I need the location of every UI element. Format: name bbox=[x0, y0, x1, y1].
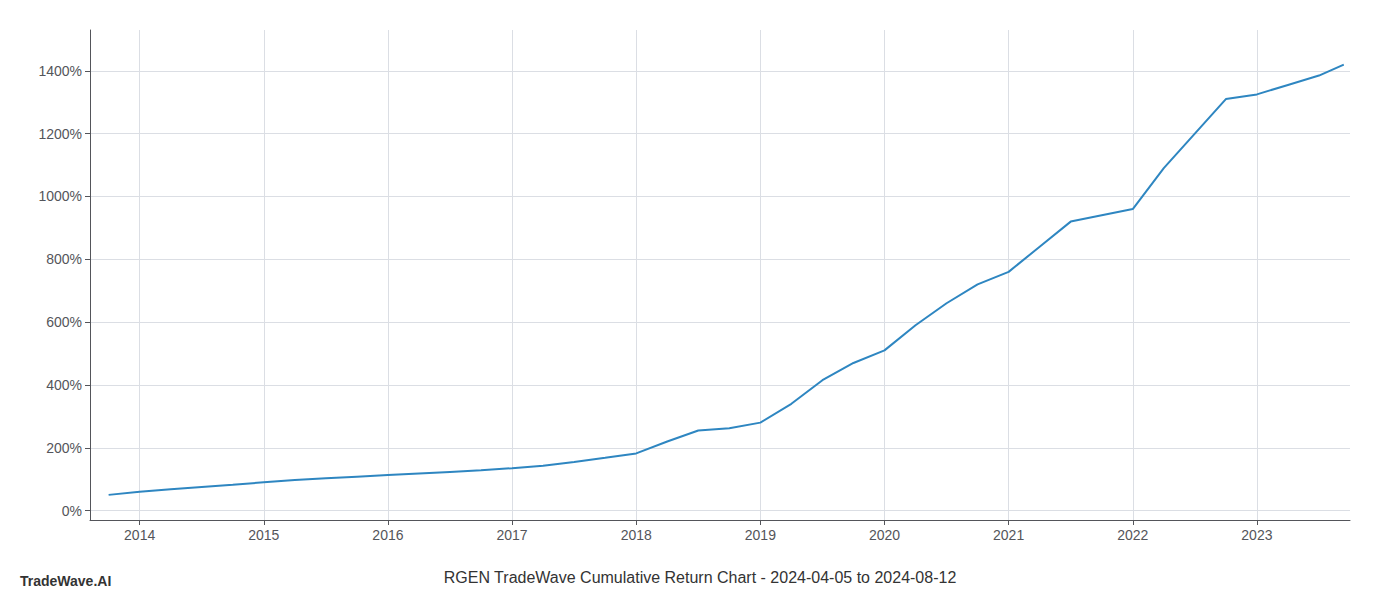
svg-text:2014: 2014 bbox=[124, 527, 155, 543]
svg-text:1200%: 1200% bbox=[38, 126, 82, 142]
svg-text:2019: 2019 bbox=[745, 527, 776, 543]
svg-text:2017: 2017 bbox=[496, 527, 527, 543]
svg-text:600%: 600% bbox=[46, 314, 82, 330]
svg-text:1400%: 1400% bbox=[38, 63, 82, 79]
svg-text:400%: 400% bbox=[46, 377, 82, 393]
svg-text:200%: 200% bbox=[46, 440, 82, 456]
svg-text:2015: 2015 bbox=[248, 527, 279, 543]
svg-text:1000%: 1000% bbox=[38, 188, 82, 204]
svg-text:2023: 2023 bbox=[1241, 527, 1272, 543]
svg-text:0%: 0% bbox=[62, 503, 82, 519]
svg-text:2020: 2020 bbox=[869, 527, 900, 543]
svg-text:2022: 2022 bbox=[1117, 527, 1148, 543]
svg-text:TradeWave.AI: TradeWave.AI bbox=[20, 573, 111, 589]
svg-text:RGEN TradeWave Cumulative Retu: RGEN TradeWave Cumulative Return Chart -… bbox=[444, 569, 957, 586]
svg-text:2021: 2021 bbox=[993, 527, 1024, 543]
svg-text:2018: 2018 bbox=[621, 527, 652, 543]
svg-text:2016: 2016 bbox=[372, 527, 403, 543]
svg-text:800%: 800% bbox=[46, 251, 82, 267]
